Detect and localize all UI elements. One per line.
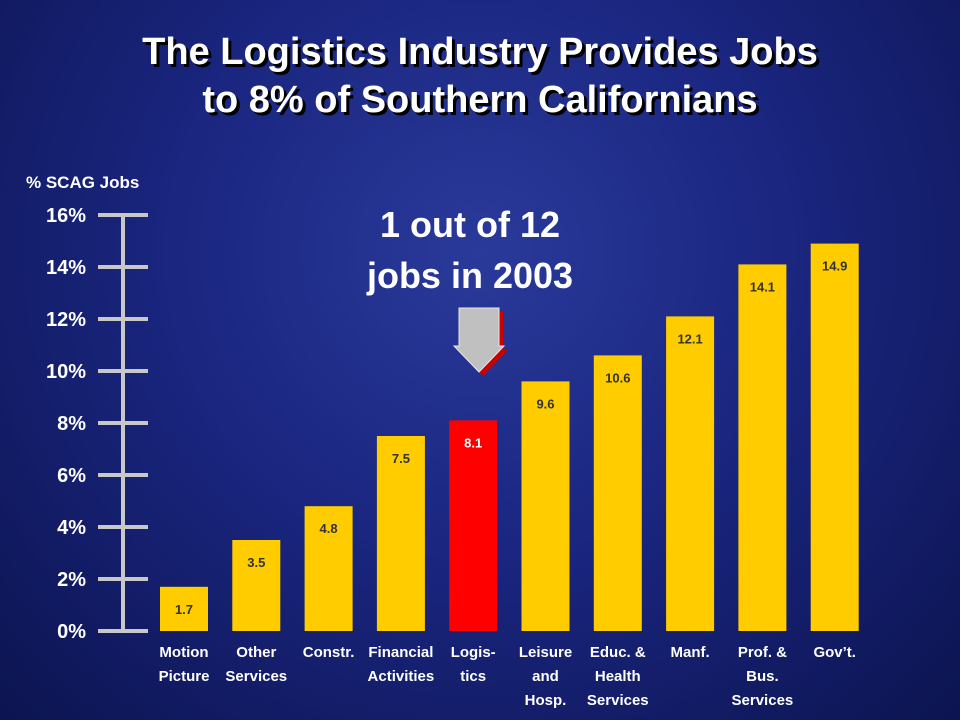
title-line-1: The Logistics Industry Provides Jobs [142,31,818,73]
category-label: Other [236,644,276,661]
category-label: Educ. & [590,644,646,661]
data-label: 14.1 [750,279,775,294]
callout-line-1: 1 out of 12 [380,204,560,245]
y-axis: 0% 2% 4% 6% 8% 10% 12% 14% 16% [46,205,148,643]
down-arrow-icon [452,307,508,376]
category-label: Services [587,692,649,709]
category-label: Services [225,668,287,685]
category-label: tics [460,668,486,685]
y-tick-label: 4% [57,517,86,539]
category-label: Activities [368,668,435,685]
category-label: Picture [159,668,210,685]
category-label: Health [595,668,641,685]
category-label: Gov’t. [813,644,856,661]
category-label: Services [732,692,794,709]
data-label: 7.5 [392,451,410,466]
y-tick-label: 0% [57,621,86,643]
callout-annotation: 1 out of 12 jobs in 2003 [366,204,573,296]
category-label: Constr. [303,644,355,661]
data-label: 14.9 [822,259,847,274]
callout-line-2: jobs in 2003 [366,255,573,296]
y-tick-label: 8% [57,413,86,435]
category-label: Financial [368,644,433,661]
bars-group: 1.7 3.5 4.8 7.5 8.1 9.6 10.6 12.1 14.1 14.9 [160,243,859,631]
category-label: Prof. & [738,644,787,661]
bar [160,586,208,631]
y-tick-label: 6% [57,465,86,487]
bar [666,316,715,631]
data-label: 1.7 [175,602,193,617]
bar [810,243,859,631]
category-labels: Motion Picture Other Services Constr. Financi… [159,644,856,709]
bar [304,506,353,631]
data-label: 9.6 [536,396,554,411]
bar [738,264,787,631]
bar [593,355,642,631]
y-tick-label: 14% [46,257,86,279]
data-label: 8.1 [464,435,482,450]
category-label: Leisure [519,644,572,661]
category-label: Bus. [746,668,779,685]
category-label: Logis- [451,644,496,661]
category-label: and [532,668,559,685]
bar [376,436,425,631]
y-axis-label: % SCAG Jobs [26,173,139,192]
y-tick-label: 2% [57,569,86,591]
category-label: Hosp. [525,692,567,709]
title-line-2: to 8% of Southern Californians [202,79,758,121]
y-tick-label: 10% [46,361,86,383]
bar [232,540,281,631]
bar [449,420,498,631]
data-label: 3.5 [247,555,265,570]
chart-title: The Logistics Industry Provides Jobs to … [0,28,960,124]
category-label: Manf. [671,644,710,661]
y-tick-label: 12% [46,309,86,331]
y-tick-label: 16% [46,205,86,227]
bar [521,381,570,631]
data-label: 10.6 [605,370,630,385]
data-label: 12.1 [677,331,702,346]
category-label: Motion [159,644,208,661]
data-label: 4.8 [320,521,338,536]
